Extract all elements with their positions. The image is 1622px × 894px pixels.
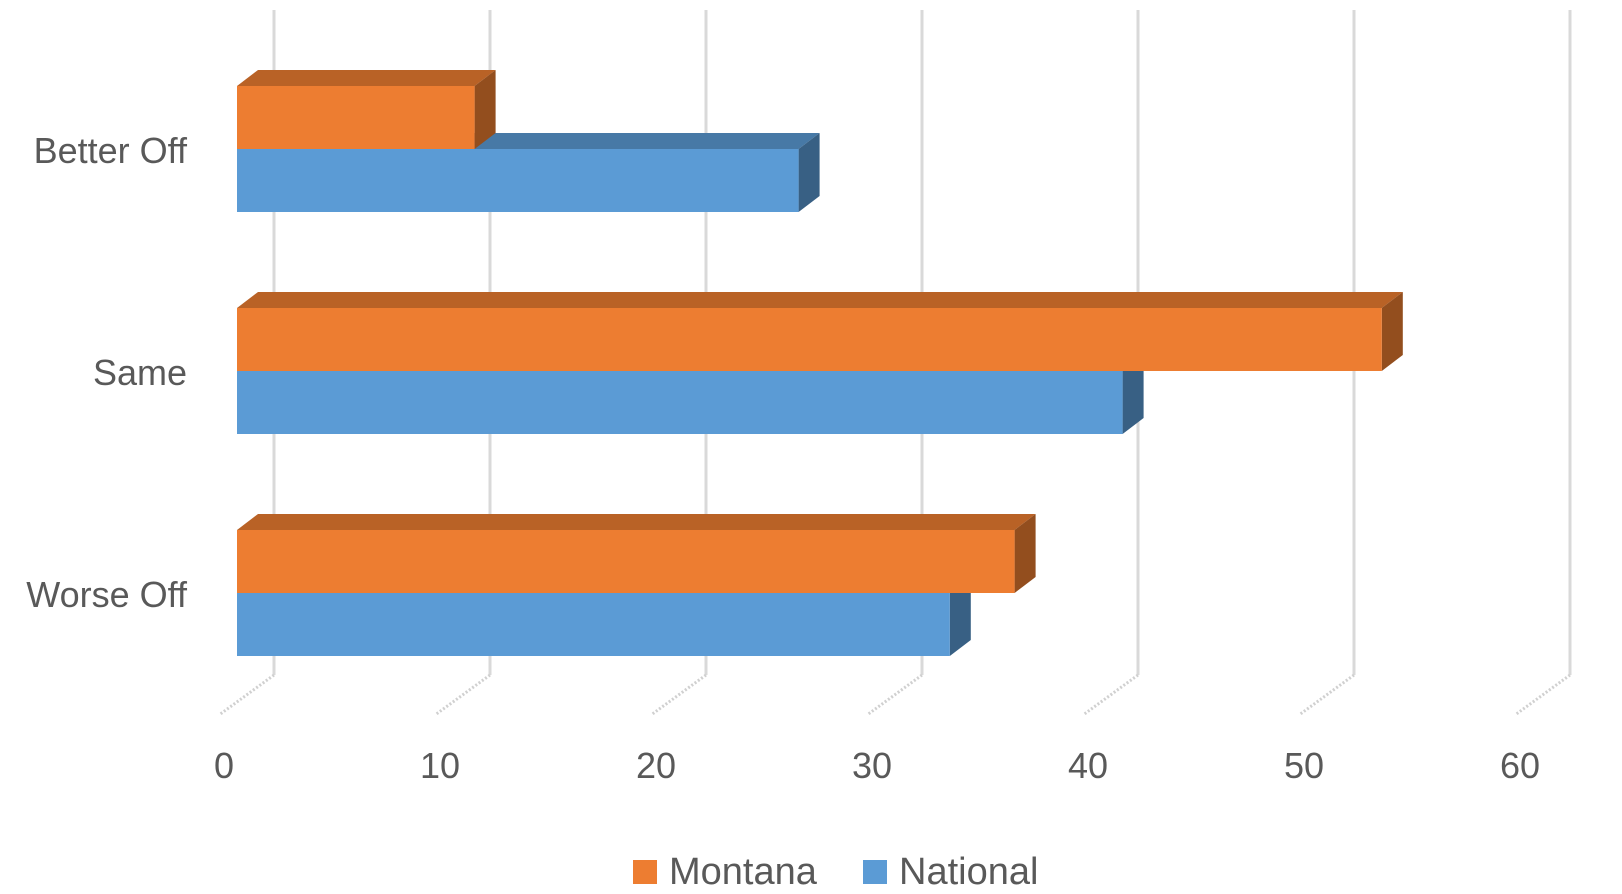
x-tick-label: 30 xyxy=(852,745,892,786)
bar-montana xyxy=(237,514,1036,593)
floor-gridline xyxy=(218,673,275,717)
floor-gridline xyxy=(1298,673,1355,717)
legend-label: National xyxy=(899,851,1038,889)
x-tick-label: 50 xyxy=(1284,745,1324,786)
bar-montana xyxy=(237,70,496,149)
floor-gridline xyxy=(1082,673,1139,717)
bars xyxy=(237,70,1403,656)
legend-swatch xyxy=(633,860,657,884)
bar-montana xyxy=(237,292,1403,371)
legend-item-montana: Montana xyxy=(633,851,818,893)
x-tick-label: 60 xyxy=(1500,745,1540,786)
legend-swatch xyxy=(863,860,887,884)
legend-item-national: National xyxy=(863,851,1038,893)
floor-gridline xyxy=(866,673,923,717)
category-label: Same xyxy=(93,352,187,393)
x-tick-label: 0 xyxy=(214,745,234,786)
floor-gridline xyxy=(434,673,491,717)
x-tick-label: 20 xyxy=(636,745,676,786)
floor-gridline xyxy=(650,673,707,717)
x-axis-ticks: 0 10 20 30 40 50 60 xyxy=(214,745,1540,786)
legend: Montana National xyxy=(633,851,1038,893)
x-tick-label: 40 xyxy=(1068,745,1108,786)
x-tick-label: 10 xyxy=(420,745,460,786)
floor-gridline xyxy=(1514,673,1571,717)
category-label: Worse Off xyxy=(26,574,188,615)
category-label: Better Off xyxy=(34,130,188,171)
category-labels: Better Off Same Worse Off xyxy=(26,130,188,615)
legend-label: Montana xyxy=(669,851,818,889)
